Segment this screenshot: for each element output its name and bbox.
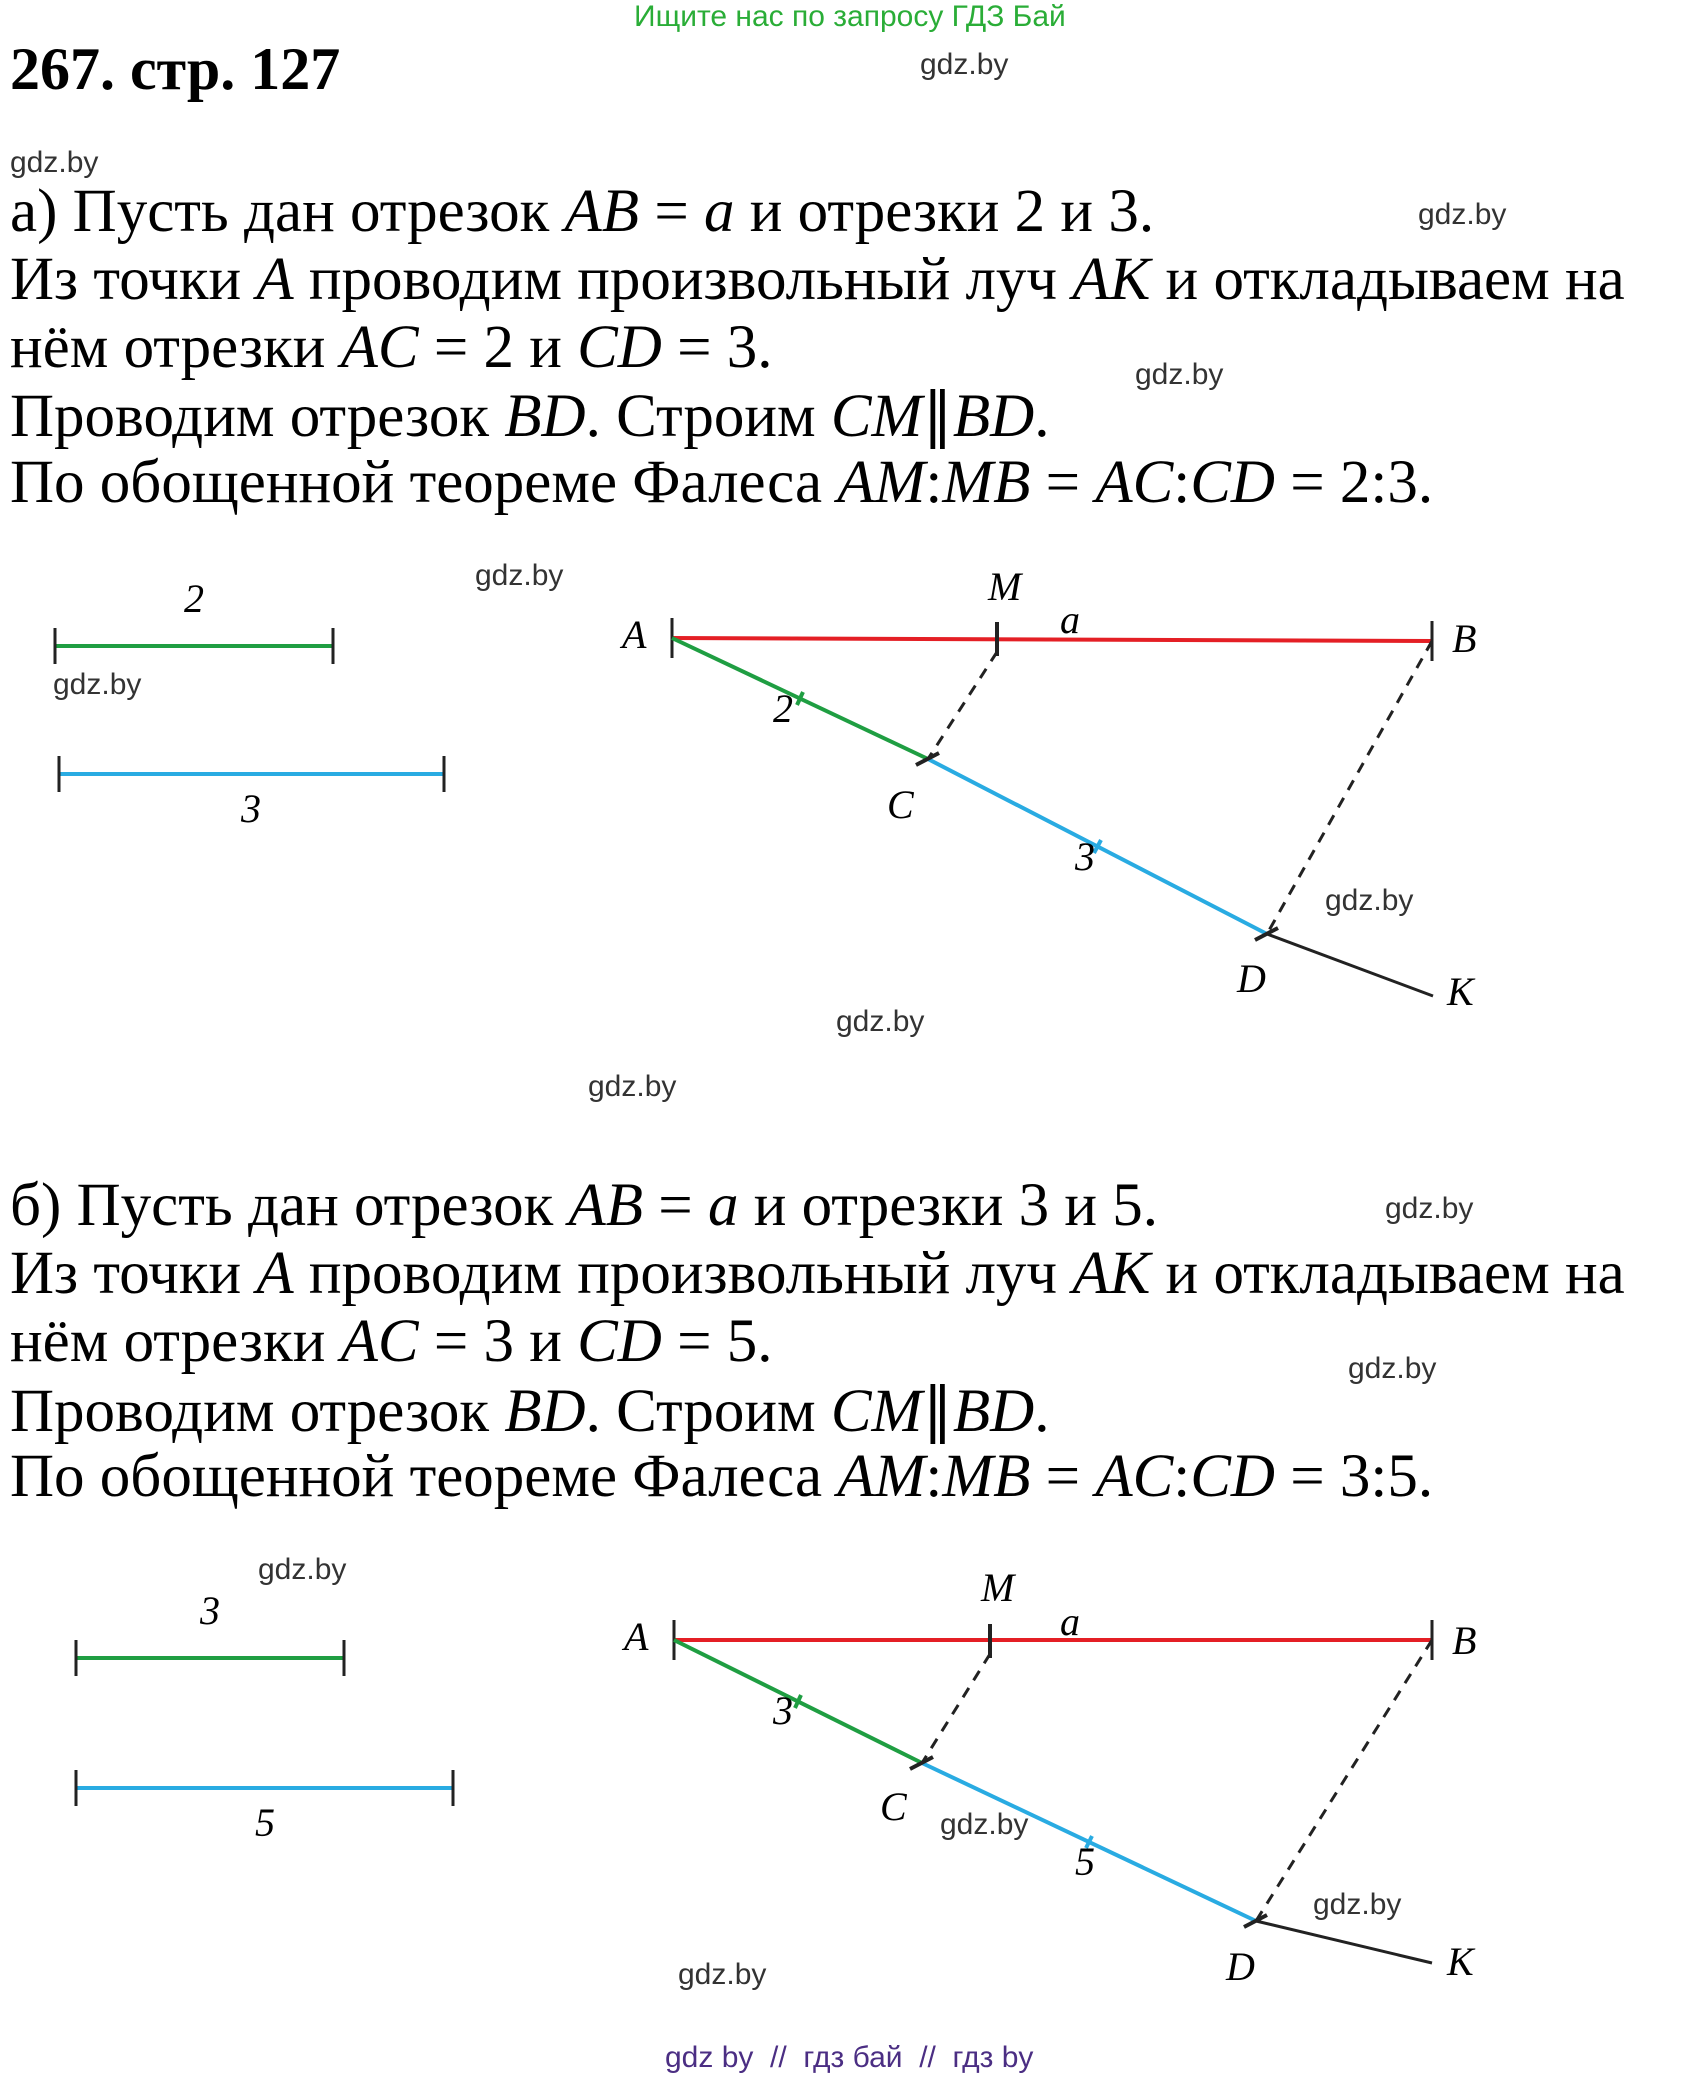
svg-text:5: 5 [1075,1839,1095,1884]
svg-text:D: D [1225,1944,1255,1989]
svg-text:3: 3 [772,1688,793,1733]
svg-text:a: a [1060,1599,1080,1644]
svg-text:3: 3 [199,1588,220,1633]
svg-text:K: K [1446,1939,1476,1984]
svg-text:M: M [980,1565,1017,1610]
svg-text:B: B [1452,1618,1476,1663]
svg-text:A: A [621,1614,649,1659]
svg-text:5: 5 [255,1800,275,1845]
svg-text:C: C [880,1784,908,1829]
